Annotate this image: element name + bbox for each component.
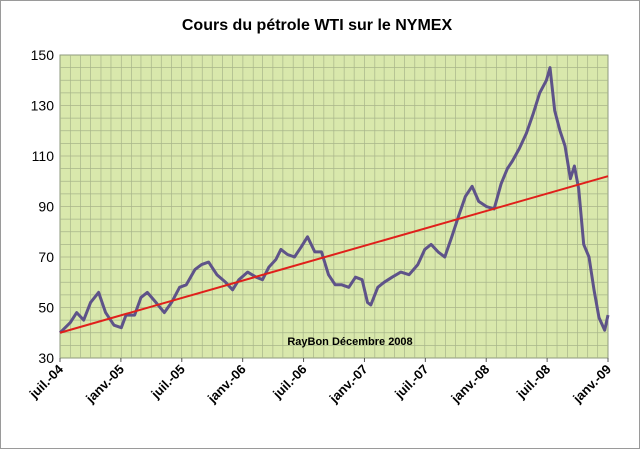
- x-tick-label: juil.-07: [391, 362, 431, 402]
- y-tick-label: 110: [32, 148, 55, 164]
- y-tick-label: 90: [38, 199, 54, 215]
- x-tick-label: janv.-07: [326, 362, 371, 407]
- y-tick-label: 150: [31, 47, 55, 63]
- y-tick-label: 30: [38, 350, 54, 366]
- x-tick-label: janv.-08: [447, 362, 492, 407]
- series-line-trend: [59, 175, 609, 334]
- grid: [60, 55, 608, 358]
- series-line-price: [58, 66, 610, 334]
- x-tick-label: juil.-08: [513, 362, 553, 402]
- y-axis: 30 50 70 90 110 130 150: [31, 47, 55, 366]
- series-group: [58, 66, 610, 334]
- y-tick-label: 70: [38, 249, 54, 265]
- chart-title: Cours du pétrole WTI sur le NYMEX: [182, 17, 453, 34]
- x-tick-label: janv.-09: [569, 362, 614, 407]
- y-tick-label: 50: [38, 300, 54, 316]
- x-tick-label: janv.-06: [204, 362, 249, 407]
- x-axis: juil.-04 janv.-05 juil.-05 janv.-06 juil.-06…: [26, 358, 614, 406]
- y-tick-label: 130: [31, 98, 55, 114]
- x-tick-label: janv.-05: [82, 362, 127, 407]
- x-tick-label: juil.-06: [269, 362, 309, 402]
- x-tick-label: juil.-04: [26, 361, 67, 402]
- chart-annotation: RayBon Décembre 2008: [287, 336, 412, 348]
- x-tick-label: juil.-05: [147, 362, 187, 402]
